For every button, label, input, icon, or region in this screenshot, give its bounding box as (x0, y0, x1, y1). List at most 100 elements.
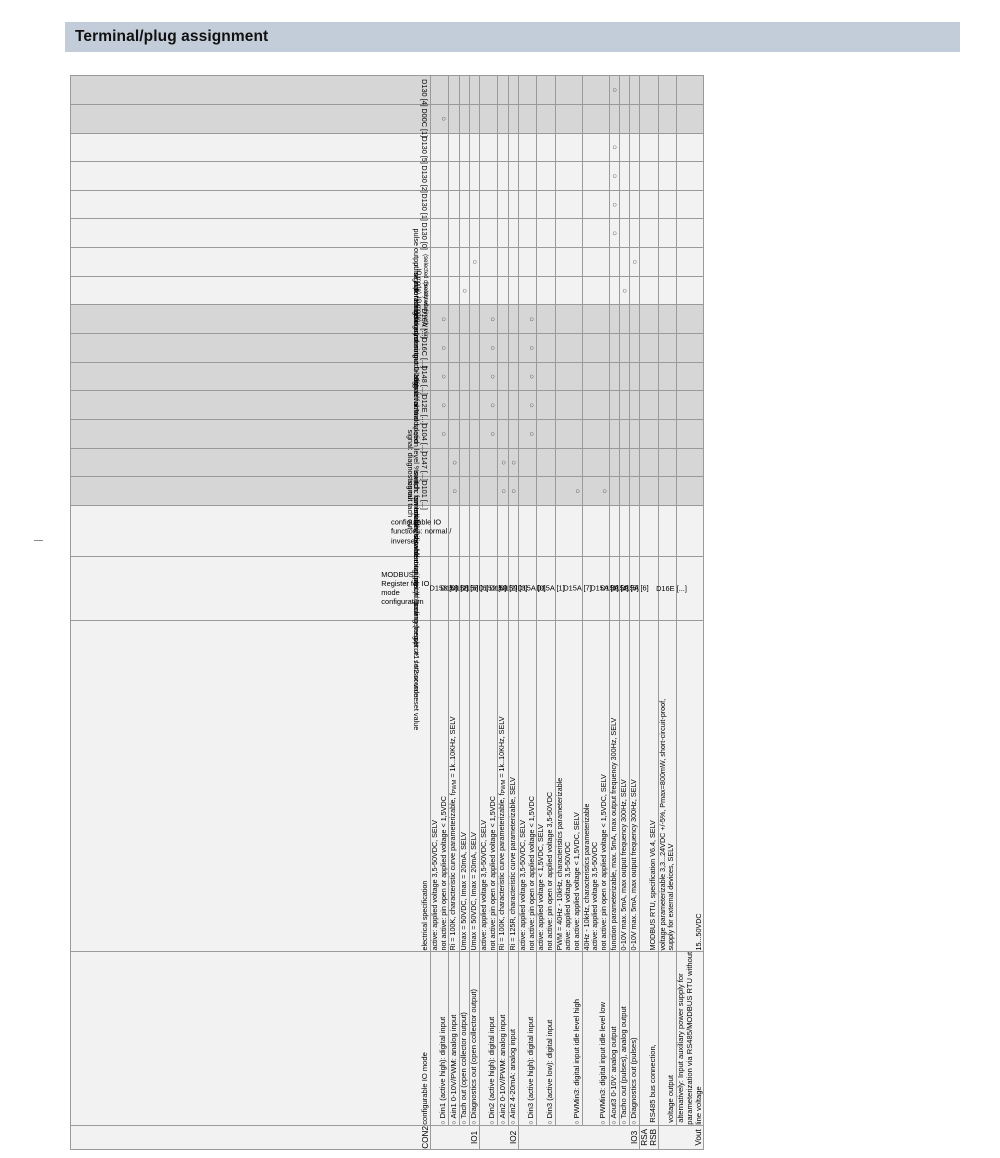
marker-cell-d101 (459, 476, 470, 506)
table-body: IO1 ○Din1 (active high): digital input act… (430, 75, 704, 1150)
marker-cell-diag (497, 247, 509, 277)
marker-cell-d130_1 (479, 190, 498, 219)
row-mode-label: ○PWMin3: digital input idle level high (555, 951, 583, 1126)
function-column-header-d00c_1: D00C [1] pulse input for auto-adressing (70, 104, 431, 358)
marker-cell-d130_0 (676, 219, 704, 248)
row-modbus-register-value: D16E [...] (656, 583, 687, 593)
configurable-option-bullet-icon: ○ (510, 1120, 518, 1125)
marker-cell-d00c_1 (619, 104, 630, 134)
marker-cell-d16a: ○ (518, 304, 537, 334)
espec-line-0: 0-10V max. 5mA, max output frequency 300… (618, 779, 628, 951)
marker-cell-d130_4 (497, 75, 509, 105)
marker-cell-d147 (536, 448, 556, 477)
marker-cell-d130_1 (536, 190, 556, 219)
marker-cell-d130_2 (497, 161, 509, 191)
marker-circle-icon: ○ (499, 488, 509, 494)
marker-cell-d147 (479, 448, 498, 477)
marker-cell-d148 (508, 362, 519, 391)
marker-cell-d130_5 (582, 133, 610, 162)
marker-cell-d16a (497, 304, 509, 334)
marker-cell-d12e (536, 390, 556, 420)
marker-cell-tach (676, 276, 704, 305)
table-header-mode-col: configurable IO mode (70, 951, 431, 1126)
function-column-header-d130_4: D130 [4] pulse output for auto-adressing (70, 75, 431, 329)
rotated-table: CON2 configurable IO mode electrical speci… (70, 75, 705, 1150)
marker-circle-icon: ○ (527, 345, 537, 351)
row-mode-text: alternatively: Input auxiliary power sup… (675, 951, 703, 1125)
row-configurable-io-spacer (582, 505, 610, 557)
marker-cell-d130_5 (497, 133, 509, 162)
marker-cell-d148 (609, 362, 620, 391)
table-row: IO3 ○Din3 (active high): digital input act… (518, 75, 640, 1150)
configurable-option-bullet-icon: ○ (471, 1120, 479, 1125)
marker-circle-icon: ○ (572, 488, 582, 494)
configurable-option-bullet-icon: ○ (489, 1120, 497, 1125)
espec-line-0: MODBUS RTU, specification V6.4, SELV (648, 820, 658, 951)
marker-cell-d12e (658, 390, 677, 420)
marker-cell-d16c: ○ (479, 333, 498, 363)
function-column-register-d101: D101 [...] (420, 480, 429, 511)
row-electrical-specification: Ri = 100K, characteristic curve paramete… (497, 620, 509, 952)
marker-cell-d130_1 (582, 190, 610, 219)
table-header-row: CON2 configurable IO mode electrical speci… (70, 75, 452, 1150)
marker-cell-d147 (518, 448, 537, 477)
function-column-register-d104: D104 [...] (420, 423, 429, 453)
row-mode-label: ○Aout3 0-10V: analog output (609, 951, 620, 1126)
configurable-option-bullet-icon: ○ (630, 1120, 638, 1125)
row-electrical-specification: MODBUS RTU, specification V6.4, SELV (639, 620, 659, 952)
marker-cell-d104 (508, 419, 519, 449)
marker-cell-tach: ○ (619, 276, 630, 305)
marker-cell-d16c (497, 333, 509, 363)
function-column-header-d147: D147 [...] source: sensor value (70, 448, 431, 702)
marker-cell-d130_0 (448, 219, 460, 248)
configurable-option-bullet-icon: ○ (500, 1120, 508, 1125)
marker-circle-icon: ○ (439, 402, 449, 408)
marker-cell-d16c (629, 333, 640, 363)
marker-cell-d00c_1 (479, 104, 498, 134)
row-modbus-register-value: D15A [7] (562, 583, 592, 593)
row-electrical-specification: Umax = 50VDC, Imax = 20mA, SELV (459, 620, 470, 952)
row-mode-text: Din2 (active high): digital input (487, 1016, 497, 1119)
espec-line-0: 15...50VDC (693, 913, 703, 951)
row-modbus-register: D15A [1] (536, 556, 564, 621)
row-mode-label: ○Din3 (active low): digital input (536, 951, 556, 1126)
marker-cell-d130_4 (448, 75, 460, 105)
group-label-vout: Vout (658, 1125, 704, 1150)
marker-circle-icon: ○ (509, 488, 519, 494)
marker-cell-tach (658, 276, 677, 305)
function-column-header-d130_1: D130 [1] signal: actual speed (70, 190, 431, 444)
marker-cell-d00c_1 (658, 104, 677, 134)
marker-cell-d147: ○ (508, 448, 519, 477)
marker-cell-d130_4 (508, 75, 519, 105)
espec-line-2: not active: applied voltage < 1,5VDC, SE… (571, 812, 581, 951)
marker-cell-d00c_1 (518, 104, 537, 134)
marker-cell-d101 (658, 476, 677, 506)
marker-cell-d12e (459, 390, 470, 420)
marker-circle-icon: ○ (488, 374, 498, 380)
marker-cell-d130_5 (459, 133, 470, 162)
row-mode-label: alternatively: Input auxiliary power sup… (675, 951, 704, 1126)
marker-cell-d130_0 (582, 219, 610, 248)
marker-cell-d147: ○ (448, 448, 460, 477)
marker-cell-d148 (582, 362, 610, 391)
table-header-con2: CON2 (70, 1125, 431, 1150)
marker-cell-d12e (448, 390, 460, 420)
marker-cell-d104: ○ (430, 419, 449, 449)
row-mode-label: ○Din3 (active high): digital input (518, 951, 537, 1126)
marker-cell-d148 (639, 362, 659, 391)
marker-cell-d101: ○ (497, 476, 509, 506)
marker-cell-d130_2 (479, 161, 498, 191)
marker-cell-d16c (555, 333, 583, 363)
marker-cell-d16a (629, 304, 640, 334)
marker-cell-diag (676, 247, 704, 277)
marker-cell-d101 (518, 476, 537, 506)
marker-cell-tach (448, 276, 460, 305)
stray-rule (34, 540, 43, 541)
marker-cell-d104 (676, 419, 704, 449)
marker-circle-icon: ○ (527, 316, 537, 322)
espec-line-0: Umax = 50VDC, Imax = 20mA, SELV (469, 832, 479, 951)
marker-cell-d147 (459, 448, 470, 477)
marker-cell-d130_2 (639, 161, 659, 191)
marker-circle-icon: ○ (488, 316, 498, 322)
marker-cell-d130_1 (629, 190, 640, 219)
